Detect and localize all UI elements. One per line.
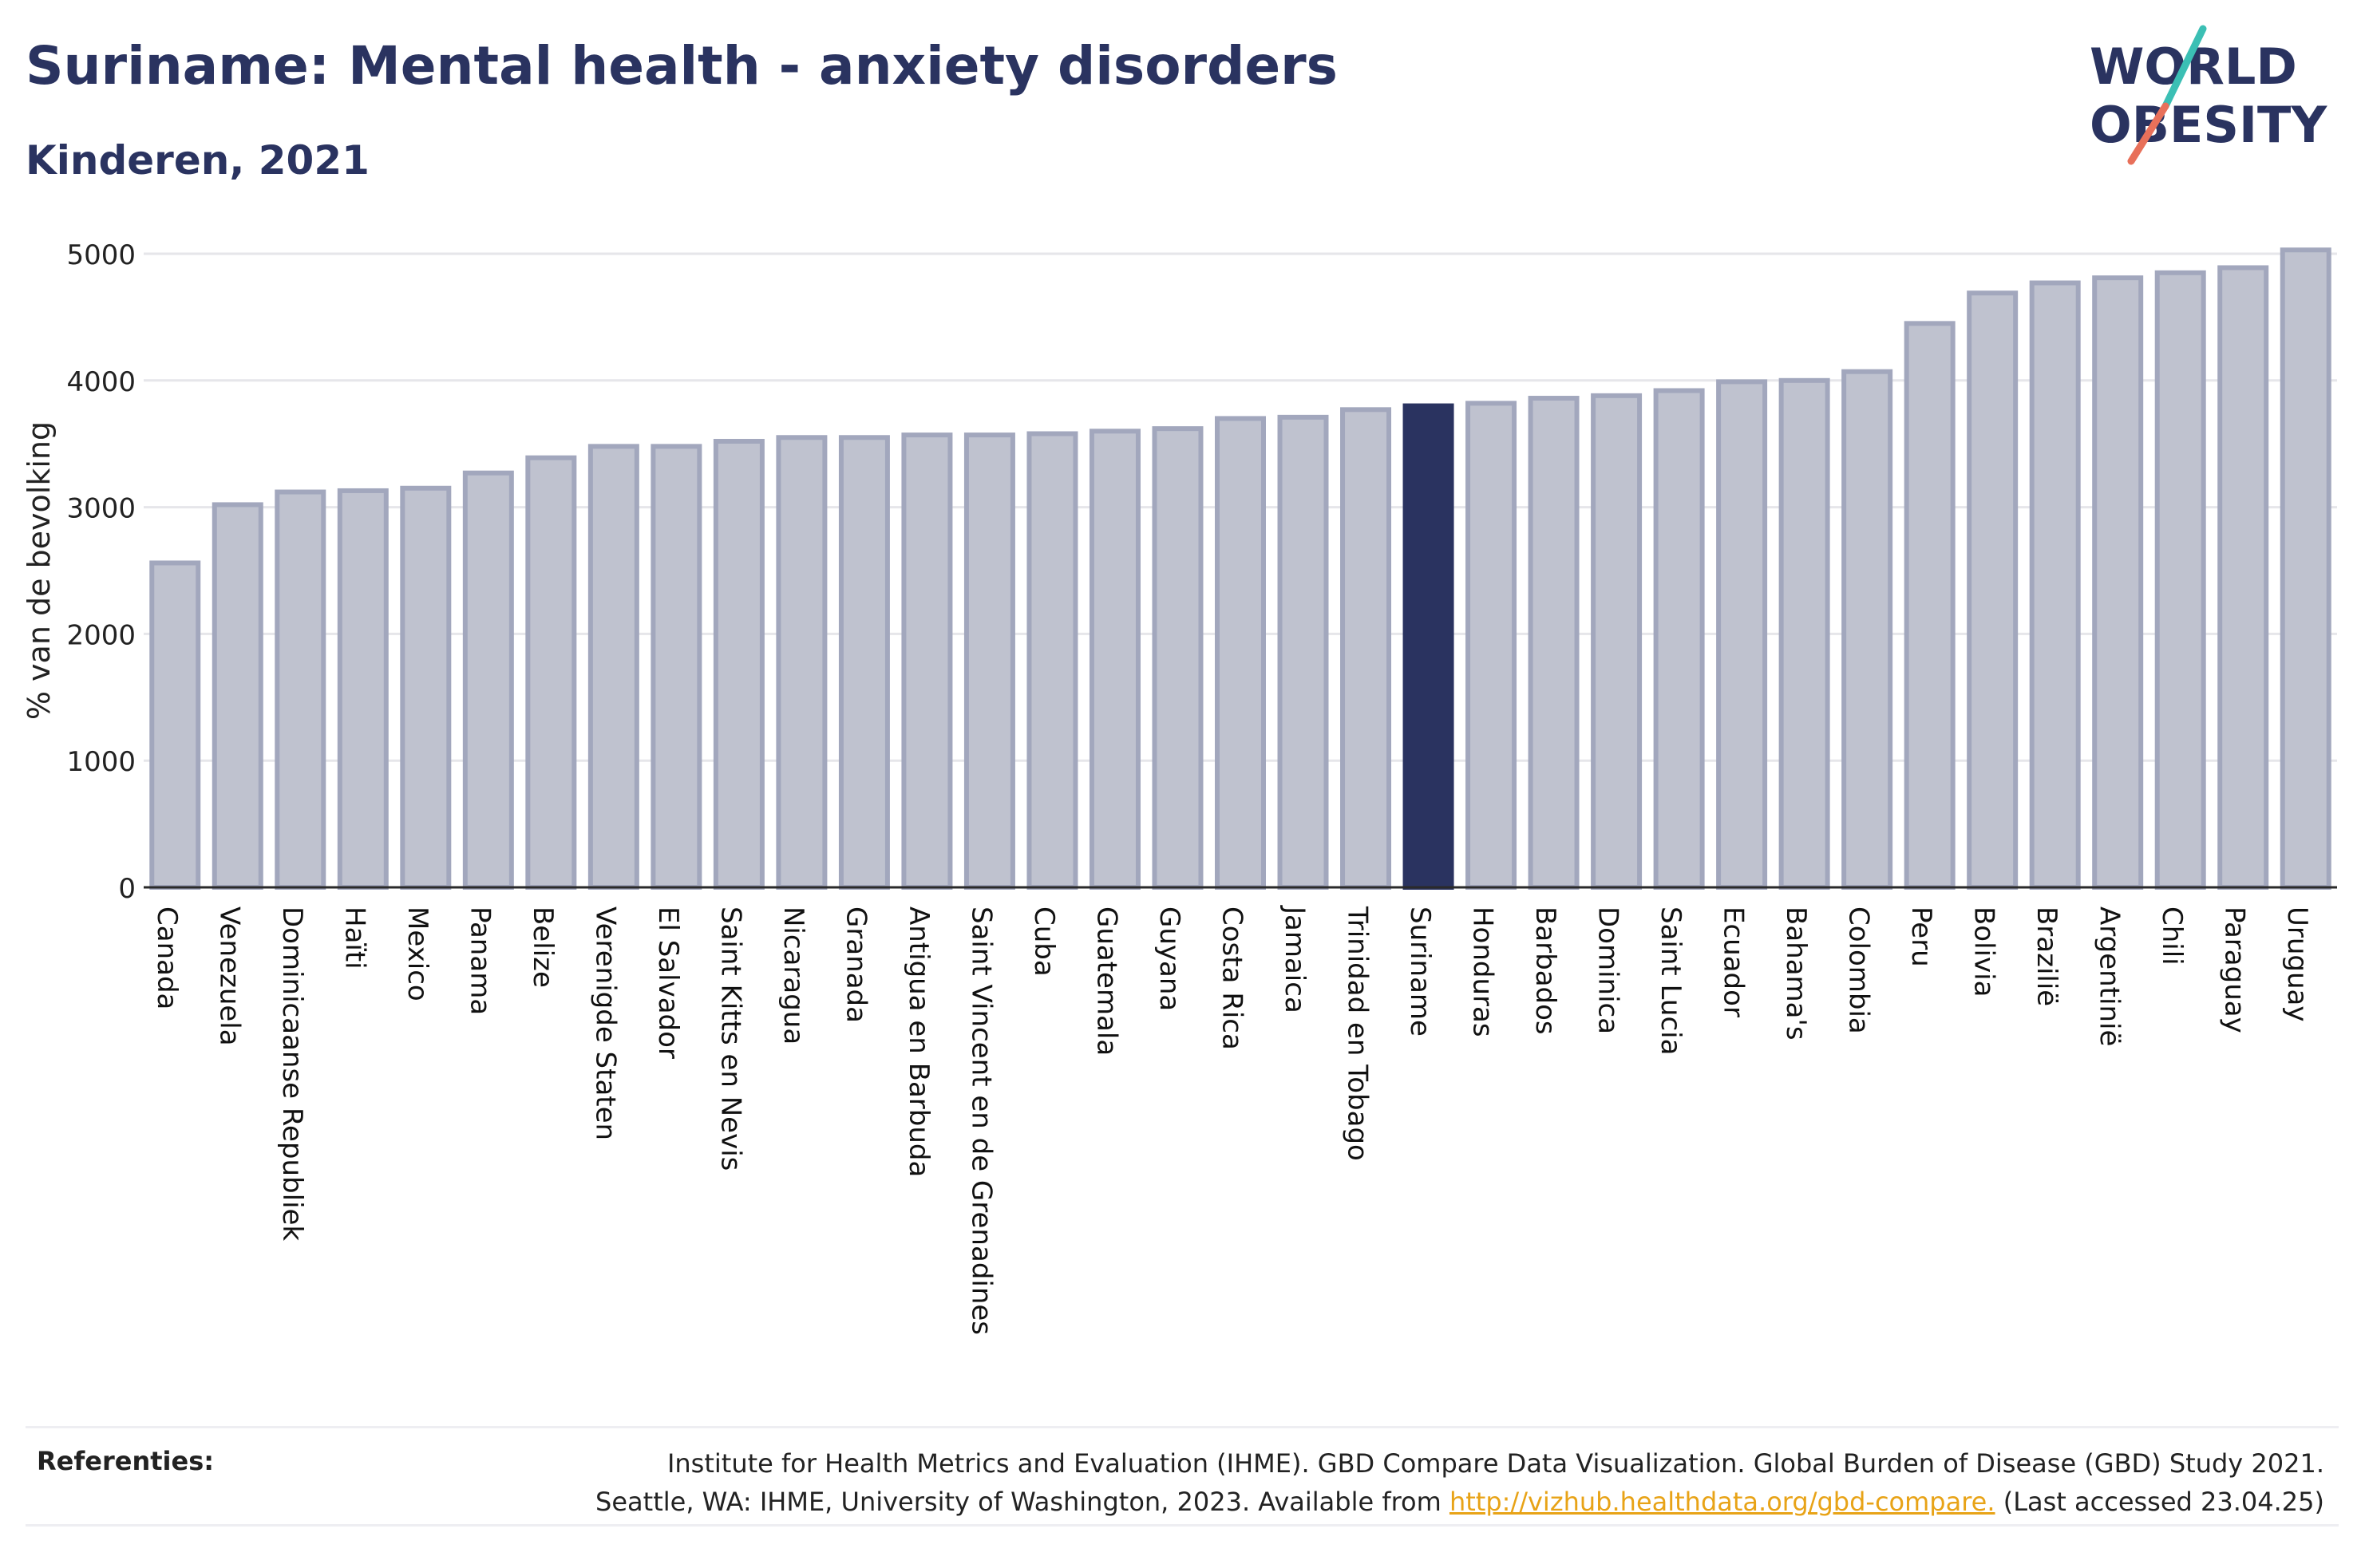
x-tick-label: Ecuador bbox=[1718, 906, 1750, 1017]
bar bbox=[462, 470, 514, 890]
y-tick-label: 2000 bbox=[66, 619, 136, 651]
references-divider-bottom bbox=[26, 1524, 2339, 1527]
y-axis-label: % van de bevolking bbox=[22, 421, 57, 720]
x-tick-label: Honduras bbox=[1467, 906, 1499, 1037]
bar bbox=[2154, 270, 2206, 890]
bar bbox=[1841, 369, 1893, 890]
x-tick-label: El Salvador bbox=[652, 906, 684, 1059]
bar bbox=[1528, 396, 1580, 891]
references-link[interactable]: http://vizhub.healthdata.org/gbd-compare… bbox=[1449, 1487, 1995, 1517]
x-tick-label: Trinidad en Tobago bbox=[1342, 906, 1374, 1161]
x-tick-label: Haïti bbox=[338, 906, 370, 970]
bar bbox=[838, 435, 890, 890]
y-tick-label: 1000 bbox=[66, 746, 136, 778]
bar bbox=[1591, 393, 1643, 890]
bar bbox=[2029, 280, 2081, 890]
references-divider-top bbox=[26, 1426, 2339, 1428]
x-tick-label: Brazilië bbox=[2031, 906, 2062, 1006]
logo-line2: OBESITY bbox=[2090, 96, 2327, 154]
x-tick-label: Cuba bbox=[1028, 906, 1060, 977]
page-subtitle: Kinderen, 2021 bbox=[26, 137, 370, 184]
x-tick-label: Paraguay bbox=[2219, 906, 2251, 1033]
y-tick-label: 5000 bbox=[66, 239, 136, 271]
x-tick-label: Colombia bbox=[1843, 906, 1875, 1034]
bar bbox=[776, 435, 828, 890]
x-tick-label: Costa Rica bbox=[1216, 906, 1248, 1050]
references-line2: Seattle, WA: IHME, University of Washing… bbox=[595, 1483, 2324, 1521]
references-line2-suffix: (Last accessed 23.04.25) bbox=[1995, 1487, 2324, 1517]
y-tick-label: 3000 bbox=[66, 493, 136, 525]
bar bbox=[400, 485, 452, 891]
x-tick-label: Dominicaanse Republiek bbox=[276, 906, 308, 1241]
bar bbox=[149, 560, 201, 890]
x-tick-label: Guatemala bbox=[1090, 906, 1122, 1056]
x-tick-label: Canada bbox=[151, 906, 183, 1009]
x-tick-label: Verenigde Staten bbox=[589, 906, 621, 1140]
x-tick-label: Bahama's bbox=[1780, 906, 1812, 1041]
bar bbox=[1215, 416, 1266, 890]
x-tick-label: Argentinië bbox=[2094, 906, 2126, 1046]
x-tick-label: Saint Lucia bbox=[1655, 906, 1687, 1055]
bar bbox=[1026, 431, 1078, 890]
bar bbox=[1465, 401, 1517, 891]
y-tick-label: 0 bbox=[118, 873, 136, 905]
page-title: Suriname: Mental health - anxiety disord… bbox=[26, 35, 1338, 97]
logo-slash-bottom bbox=[2127, 102, 2169, 165]
x-tick-label: Barbados bbox=[1529, 906, 1561, 1035]
world-obesity-logo: WORLD OBESITY bbox=[2090, 25, 2327, 165]
x-tick-label: Peru bbox=[1905, 906, 1937, 967]
x-tick-label: Guyana bbox=[1153, 906, 1185, 1011]
bar bbox=[1967, 290, 2019, 890]
bar bbox=[275, 489, 326, 890]
references-label: Referenties: bbox=[37, 1446, 215, 1476]
x-tick-label: Nicaragua bbox=[777, 906, 809, 1045]
x-tick-label: Uruguay bbox=[2281, 906, 2313, 1022]
bar bbox=[2092, 275, 2144, 890]
bar bbox=[651, 444, 702, 890]
bars bbox=[149, 247, 2331, 891]
bar bbox=[525, 455, 577, 890]
x-tick-label: Belize bbox=[527, 906, 559, 988]
x-tick-label: Suriname bbox=[1404, 906, 1436, 1037]
bar bbox=[2280, 247, 2331, 890]
x-tick-label: Saint Vincent en de Grenadines bbox=[965, 906, 997, 1335]
bar bbox=[1653, 388, 1705, 890]
bar bbox=[587, 444, 639, 890]
y-tick-labels: 0 1000 2000 3000 4000 5000 bbox=[66, 239, 136, 905]
bar bbox=[2217, 265, 2269, 890]
bar bbox=[963, 432, 1015, 890]
x-tick-label: Panama bbox=[464, 906, 496, 1015]
logo-slash-top bbox=[2161, 25, 2207, 110]
bar bbox=[1904, 321, 1956, 890]
x-tick-label: Mexico bbox=[401, 906, 433, 1001]
x-tick-label: Jamaica bbox=[1279, 905, 1311, 1013]
bar-highlighted bbox=[1402, 403, 1454, 890]
references-text: Institute for Health Metrics and Evaluat… bbox=[595, 1444, 2324, 1521]
x-tick-label: Antigua en Barbuda bbox=[903, 906, 935, 1177]
references-line1: Institute for Health Metrics and Evaluat… bbox=[666, 1448, 2324, 1479]
x-tick-label: Granada bbox=[840, 906, 872, 1023]
references-line2-prefix: Seattle, WA: IHME, University of Washing… bbox=[595, 1487, 1449, 1517]
bar bbox=[337, 488, 389, 890]
bar bbox=[1716, 379, 1768, 890]
x-tick-label: Dominica bbox=[1592, 906, 1624, 1034]
bar bbox=[212, 502, 263, 890]
bar bbox=[1277, 414, 1329, 890]
bar bbox=[901, 432, 953, 890]
bar bbox=[713, 439, 765, 890]
bar bbox=[1089, 429, 1141, 890]
x-tick-labels: Canada Venezuela Dominicaanse Republiek Haï… bbox=[151, 905, 2313, 1335]
bar bbox=[1778, 377, 1830, 890]
x-tick-label: Chili bbox=[2156, 906, 2188, 966]
x-tick-label: Saint Kitts en Nevis bbox=[714, 906, 746, 1171]
y-tick-label: 4000 bbox=[66, 366, 136, 398]
x-tick-label: Venezuela bbox=[213, 906, 245, 1046]
bar bbox=[1152, 426, 1204, 890]
x-tick-label: Bolivia bbox=[1968, 906, 2000, 997]
bar bbox=[1340, 407, 1392, 890]
